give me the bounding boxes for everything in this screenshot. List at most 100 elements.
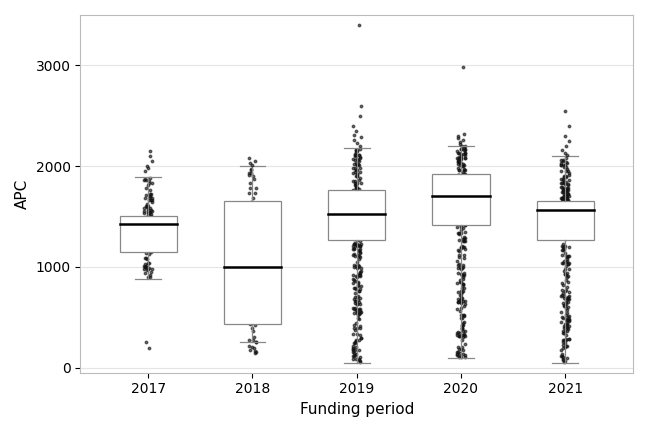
Point [353,210,364,217]
Point [349,164,359,171]
Point [353,193,364,200]
Point [146,231,157,238]
Point [454,191,465,197]
Point [146,219,156,226]
Point [248,278,259,285]
Point [348,178,358,184]
Point [349,261,360,268]
Point [456,266,467,273]
Point [459,165,470,172]
Point [348,356,358,363]
Point [246,198,256,205]
Point [247,230,257,237]
Point [456,295,467,302]
Point [456,295,467,302]
Point [458,146,469,153]
Point [353,251,363,258]
Point [456,208,466,215]
Point [453,343,463,350]
Point [349,161,360,168]
Point [557,205,567,212]
Point [557,205,567,212]
Point [246,251,257,258]
Point [141,192,151,199]
Point [457,321,467,328]
Point [141,254,151,261]
Point [354,194,364,201]
Point [561,332,572,339]
Point [457,206,468,213]
Point [559,176,569,183]
Point [563,325,573,332]
Point [347,345,358,352]
Point [349,352,359,359]
Point [353,296,363,303]
Point [455,279,465,286]
Point [350,206,360,213]
Point [459,204,469,211]
Point [352,324,362,331]
Point [454,162,465,169]
Point [245,274,255,281]
Point [562,270,572,277]
Point [354,152,364,159]
Point [145,232,155,239]
Point [564,200,574,206]
Point [459,235,470,242]
Point [457,168,468,175]
Point [564,289,574,296]
Point [456,210,467,217]
Point [563,137,573,144]
Point [559,222,569,229]
Point [244,346,255,353]
Point [248,328,259,335]
Point [459,187,469,194]
Point [561,230,571,237]
Point [354,206,365,213]
Point [459,300,470,307]
Point [352,211,362,218]
Point [141,219,152,226]
Point [558,356,568,363]
Point [452,279,463,286]
Point [246,235,257,242]
Point [559,193,569,200]
Point [458,213,469,219]
Point [452,182,462,189]
Point [559,149,570,156]
Point [244,225,255,232]
Point [559,245,569,251]
Point [459,193,470,200]
Point [559,185,569,192]
Point [146,229,156,235]
Point [562,221,573,228]
Point [248,228,259,235]
Point [562,325,572,332]
Point [561,198,572,205]
Point [457,182,468,189]
Point [353,292,363,299]
Point [146,226,157,233]
Point [353,157,363,164]
Point [561,258,571,265]
Point [453,149,463,156]
Point [139,207,150,214]
Point [558,231,568,238]
Point [562,317,573,324]
Point [558,281,568,288]
Point [457,203,468,210]
Point [353,190,364,197]
Point [354,306,364,313]
Point [456,186,466,193]
Point [556,202,566,209]
Point [459,244,470,251]
Point [563,181,573,187]
Point [564,122,574,129]
Point [355,210,365,216]
Point [350,252,360,259]
Point [457,261,468,268]
Point [355,286,365,292]
Point [460,154,470,161]
Point [458,187,469,194]
Point [251,293,261,300]
